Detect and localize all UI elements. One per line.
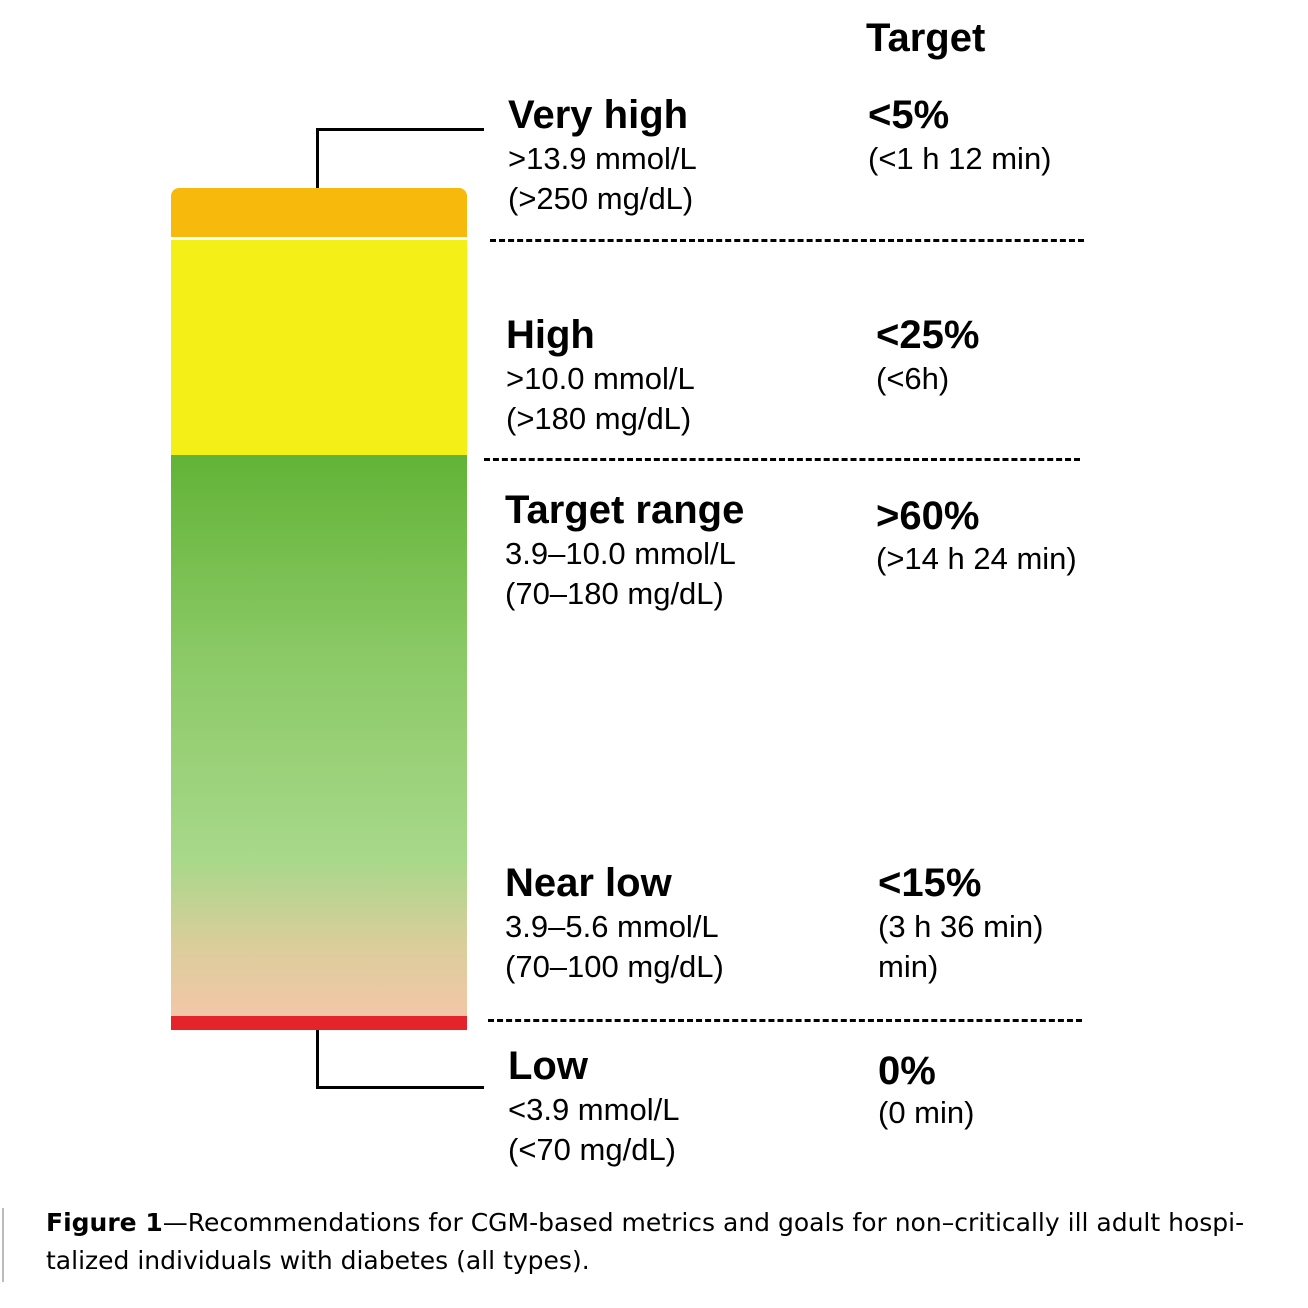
range-mmol-near-low: 3.9–5.6 mmol/L — [505, 909, 719, 944]
target-percent-very-high: <5% — [868, 93, 950, 137]
range-mmol-low: <3.9 mmol/L — [508, 1092, 680, 1127]
range-label-very-high: Very high — [508, 93, 689, 137]
range-mgdl-near-low: (70–100 mg/dL) — [505, 949, 724, 984]
range-mgdl-very-high: (>250 mg/dL) — [508, 181, 694, 216]
target-column-header: Target — [866, 16, 986, 60]
target-time-near-low: (3 h 36 min) — [878, 909, 1044, 944]
target-percent-high: <25% — [876, 313, 980, 357]
range-mmol-very-high: >13.9 mmol/L — [508, 141, 697, 176]
bar-very-high — [171, 188, 467, 237]
range-label-high: High — [506, 313, 595, 357]
target-time-target: (>14 h 24 min) — [876, 541, 1077, 576]
separator-very-high-high — [490, 239, 1084, 242]
target-percent-low: 0% — [878, 1049, 936, 1093]
range-label-near-low: Near low — [505, 861, 672, 905]
figure-number: Figure 1 — [46, 1208, 163, 1237]
range-mgdl-high: (>180 mg/dL) — [506, 401, 692, 436]
figure-caption: Figure 1—Recommendations for CGM-based m… — [46, 1204, 1286, 1280]
bar-low — [171, 1016, 467, 1030]
connector-very-high-horizontal — [316, 128, 484, 131]
range-mmol-target: 3.9–10.0 mmol/L — [505, 536, 736, 571]
connector-low-vertical — [316, 1030, 319, 1089]
target-time-extra-near-low: min) — [878, 949, 939, 984]
bar-high — [171, 240, 467, 455]
range-label-target: Target range — [505, 488, 745, 532]
caption-margin-rule — [2, 1208, 4, 1282]
range-mgdl-low: (<70 mg/dL) — [508, 1132, 677, 1167]
range-mmol-high: >10.0 mmol/L — [506, 361, 695, 396]
separator-near-low-low — [488, 1019, 1082, 1022]
target-percent-target: >60% — [876, 494, 980, 538]
target-time-very-high: (<1 h 12 min) — [868, 141, 1052, 176]
figure-caption-text: —Recommendations for CGM-based metrics a… — [46, 1208, 1245, 1275]
target-time-high: (<6h) — [876, 361, 950, 396]
target-time-low: (0 min) — [878, 1095, 975, 1130]
bar-target-range — [171, 455, 467, 1016]
connector-very-high-vertical — [316, 128, 319, 188]
separator-high-target — [484, 458, 1080, 461]
connector-low-horizontal — [316, 1086, 484, 1089]
target-percent-near-low: <15% — [878, 861, 982, 905]
range-label-low: Low — [508, 1044, 588, 1088]
range-mgdl-target: (70–180 mg/dL) — [505, 576, 724, 611]
